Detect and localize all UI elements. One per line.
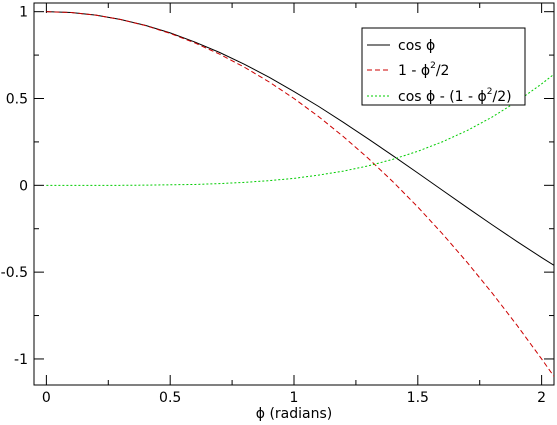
legend-label-superscript: 2 bbox=[487, 87, 493, 97]
legend-box bbox=[361, 27, 526, 106]
y-tick-label: -0.5 bbox=[1, 265, 28, 281]
x-tick-label: 1.5 bbox=[407, 390, 429, 406]
y-tick-label: 0 bbox=[19, 178, 28, 194]
series-line-2 bbox=[46, 11, 554, 377]
x-tick-label: 2 bbox=[537, 390, 546, 406]
y-tick-label: -1 bbox=[14, 352, 28, 368]
legend-label-1: cos ϕ bbox=[398, 38, 435, 54]
x-axis-label: ϕ (radians) bbox=[256, 406, 332, 422]
x-tick-label: 0.5 bbox=[159, 390, 181, 406]
legend-label-text: cos ϕ bbox=[398, 38, 435, 54]
axis-ticks: 0 0.5 1 1.5 2 -1 -0.5 0 0.5 1 bbox=[1, 3, 554, 406]
legend-label-text: /2 bbox=[436, 63, 450, 79]
legend-label-superscript: 2 bbox=[430, 61, 436, 71]
legend-label-text: 1 - ϕ bbox=[398, 63, 430, 79]
x-tick-label: 0 bbox=[42, 390, 51, 406]
series-lines bbox=[46, 11, 554, 377]
series-line-3 bbox=[46, 73, 554, 186]
legend-label-2: 1 - ϕ2/2 bbox=[398, 61, 449, 79]
legend-label-3: cos ϕ - (1 - ϕ2/2) bbox=[398, 87, 512, 105]
x-tick-label: 1 bbox=[290, 390, 299, 406]
legend-label-text: /2) bbox=[493, 89, 512, 105]
series-line-1 bbox=[46, 11, 554, 266]
y-tick-label: 1 bbox=[19, 5, 28, 21]
legend-label-text: cos ϕ - (1 - ϕ bbox=[398, 89, 487, 105]
y-tick-label: 0.5 bbox=[6, 92, 28, 108]
